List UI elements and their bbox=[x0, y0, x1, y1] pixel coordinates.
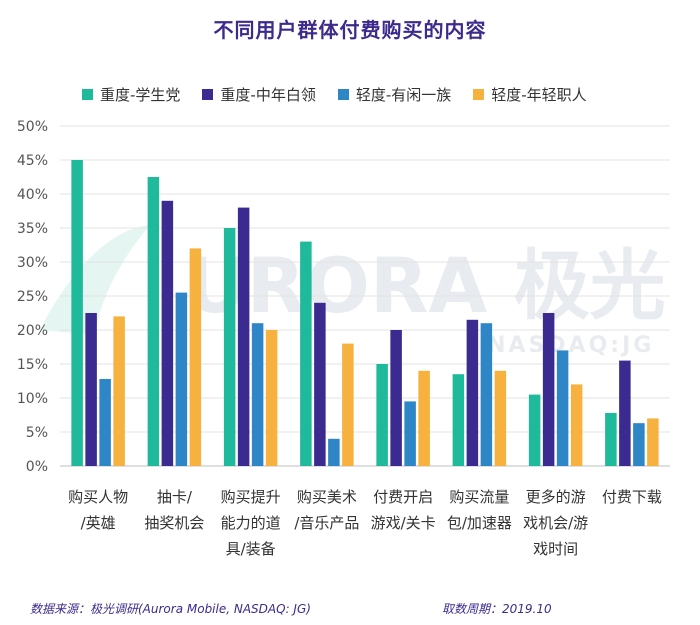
y-tick-label: 50% bbox=[17, 119, 48, 135]
bar-3-3 bbox=[251, 323, 264, 466]
y-tick-label: 0% bbox=[26, 459, 48, 475]
data-source-note: 数据来源：极光调研(Aurora Mobile, NASDAQ: JG) bbox=[30, 602, 311, 616]
bar-2-6 bbox=[466, 319, 479, 466]
bar-4-4 bbox=[342, 343, 354, 466]
bar-4-8 bbox=[647, 418, 659, 466]
y-tick-label: 40% bbox=[17, 187, 48, 203]
y-tick-label: 20% bbox=[17, 323, 48, 339]
bar-2-1 bbox=[85, 313, 97, 466]
bar-3-6 bbox=[480, 323, 493, 466]
x-tick-label: 更多的游戏机会/游戏时间 bbox=[523, 488, 588, 558]
bar-1-6 bbox=[452, 374, 465, 466]
bar-2-8 bbox=[619, 360, 631, 466]
bar-4-1 bbox=[113, 316, 125, 466]
legend-item-series-4: 轻度-年轻职人 bbox=[473, 84, 587, 105]
bar-1-4 bbox=[300, 241, 312, 466]
bar-4-7 bbox=[570, 384, 583, 466]
legend-label-series-2: 重度-中年白领 bbox=[220, 86, 316, 104]
bar-4-3 bbox=[265, 330, 278, 466]
y-tick-label: 15% bbox=[17, 357, 48, 373]
legend-label-series-4: 轻度-年轻职人 bbox=[491, 86, 587, 104]
legend-item-series-2: 重度-中年白领 bbox=[202, 84, 316, 105]
chart-legend: 重度-学生党 重度-中年白领 轻度-有闲一族 轻度-年轻职人 bbox=[82, 84, 587, 105]
bar-3-7 bbox=[556, 350, 569, 466]
bar-1-1 bbox=[71, 160, 83, 466]
legend-label-series-3: 轻度-有闲一族 bbox=[355, 86, 452, 104]
bar-1-7 bbox=[528, 394, 541, 466]
legend-swatch-series-1 bbox=[82, 89, 93, 100]
legend-label-series-1: 重度-学生党 bbox=[100, 86, 181, 104]
bar-4-5 bbox=[418, 370, 430, 466]
x-tick-label: 购买美术/音乐产品 bbox=[294, 488, 359, 532]
bar-3-2 bbox=[175, 292, 188, 466]
watermark-subtext: NASDAQ:JG bbox=[487, 333, 654, 358]
chart-title: 不同用户群体付费购买的内容 bbox=[213, 18, 487, 42]
bar-1-3 bbox=[223, 228, 236, 466]
x-tick-label: 购买流量包/加速器 bbox=[447, 488, 512, 532]
legend-swatch-series-4 bbox=[473, 89, 485, 100]
bar-4-6 bbox=[494, 370, 507, 466]
watermark-text: URORA 极光 bbox=[185, 241, 666, 330]
watermark: URORA 极光 NASDAQ:JG bbox=[40, 225, 666, 358]
x-tick-label: 购买人物/英雄 bbox=[68, 488, 128, 532]
bar-4-2 bbox=[189, 248, 202, 466]
x-tick-label: 抽卡/抽奖机会 bbox=[144, 488, 204, 532]
y-tick-label: 5% bbox=[26, 425, 48, 441]
bar-1-2 bbox=[147, 177, 160, 466]
legend-item-series-3: 轻度-有闲一族 bbox=[337, 84, 452, 105]
y-tick-label: 45% bbox=[17, 153, 48, 169]
y-axis: 0% 5% 10% 15% 20% 25% 30% 35% 40% 45% 50% bbox=[17, 119, 48, 475]
y-tick-label: 25% bbox=[17, 289, 48, 305]
x-tick-label: 购买提升能力的道具/装备 bbox=[221, 488, 281, 558]
watermark-logo-shape bbox=[40, 225, 150, 335]
bar-2-2 bbox=[161, 200, 174, 467]
bar-1-5 bbox=[376, 364, 388, 466]
y-tick-label: 35% bbox=[17, 221, 48, 237]
bar-2-3 bbox=[237, 207, 250, 466]
y-tick-label: 10% bbox=[17, 391, 48, 407]
legend-swatch-series-2 bbox=[202, 89, 214, 100]
bar-3-8 bbox=[633, 423, 645, 466]
x-tick-label: 付费下载 bbox=[602, 488, 662, 506]
bar-2-7 bbox=[542, 313, 555, 466]
bars bbox=[71, 160, 659, 467]
data-period-note: 取数周期：2019.10 bbox=[442, 602, 552, 616]
bar-3-5 bbox=[404, 401, 416, 466]
x-tick-label: 付费开启游戏/关卡 bbox=[371, 488, 436, 532]
bar-1-8 bbox=[605, 412, 617, 466]
bar-2-5 bbox=[390, 330, 402, 466]
bar-3-4 bbox=[328, 438, 340, 466]
bar-2-4 bbox=[314, 302, 326, 466]
y-tick-label: 30% bbox=[17, 255, 48, 271]
legend-swatch-series-3 bbox=[337, 89, 349, 100]
x-axis: 购买人物/英雄抽卡/抽奖机会购买提升能力的道具/装备购买美术/音乐产品付费开启游… bbox=[68, 488, 662, 558]
bar-3-1 bbox=[99, 378, 111, 466]
legend-item-series-1: 重度-学生党 bbox=[82, 84, 180, 105]
